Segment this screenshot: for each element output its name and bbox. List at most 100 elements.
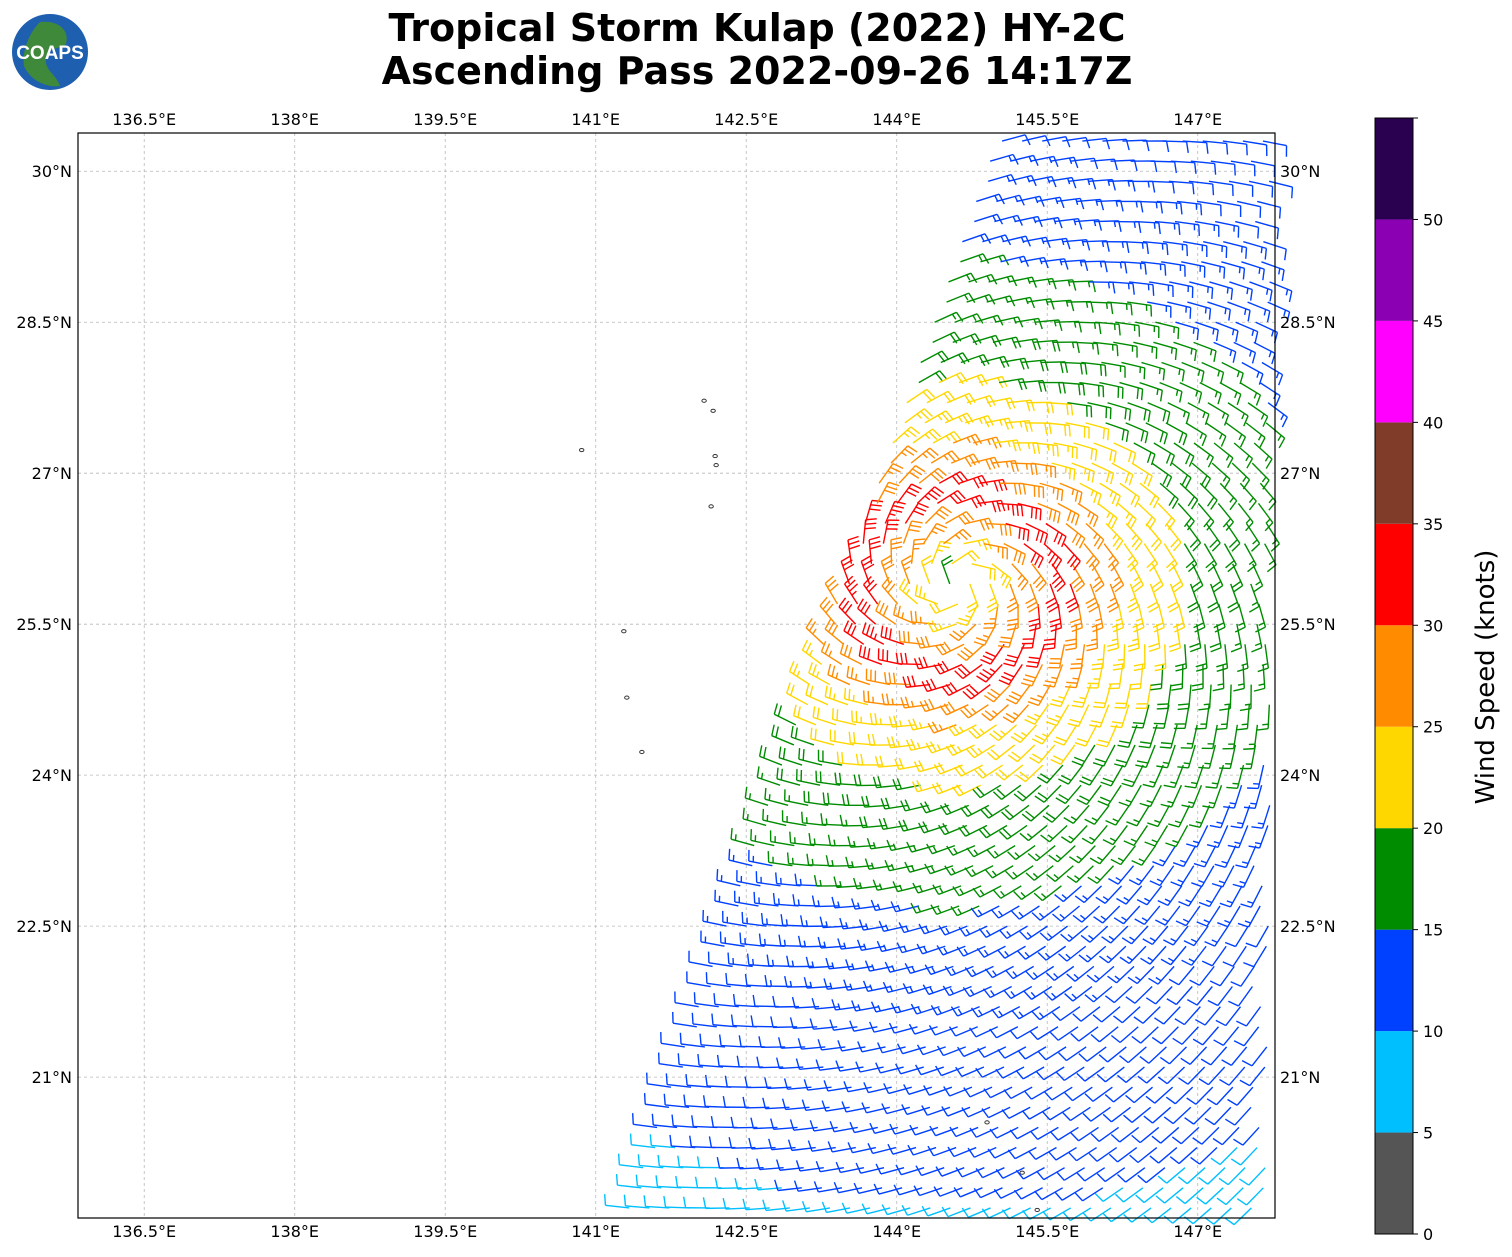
barb-shaft [922, 1046, 946, 1056]
wind-barb [989, 1126, 1019, 1139]
wind-barb [691, 1115, 718, 1129]
barb-flag [623, 1194, 627, 1206]
barb-shaft [1090, 1106, 1111, 1122]
wind-barb [975, 1167, 1005, 1179]
barb-flag [948, 1026, 957, 1037]
wind-barb [1131, 1026, 1159, 1044]
barb-flag [1184, 1117, 1195, 1125]
barb-flag [1082, 1112, 1092, 1122]
barb-flag [841, 1202, 848, 1214]
barb-shaft [899, 1187, 923, 1196]
colorbar-segment [1375, 422, 1413, 524]
wind-barb [1221, 1046, 1248, 1066]
barb-flag [1149, 1155, 1159, 1164]
barb-shaft [633, 1123, 658, 1129]
barb-shaft [1174, 1086, 1194, 1105]
barb-flag [671, 1114, 674, 1126]
barb-shaft [1084, 1167, 1106, 1182]
colorbar-segment [1375, 1132, 1413, 1234]
wind-barb [1027, 1146, 1057, 1160]
barb-flag [873, 1183, 880, 1195]
wind-barb [1034, 1187, 1064, 1201]
barb-flag [665, 1073, 668, 1085]
wind-barb [1230, 1147, 1258, 1166]
barb-shaft [929, 1086, 953, 1096]
barb-shaft [1222, 664, 1225, 689]
wind-barb [1082, 1106, 1111, 1122]
barb-flag [716, 1054, 720, 1067]
barb-flag [1131, 1035, 1142, 1044]
barb-flag [691, 1115, 694, 1127]
barb-flag [916, 1044, 924, 1055]
wind-barb [993, 1187, 1023, 1199]
barb-shaft [1072, 1086, 1093, 1102]
wind-barb [637, 1154, 664, 1169]
barb-flag [705, 1074, 708, 1087]
barb-shaft [679, 1063, 704, 1068]
wind-barb [895, 1164, 925, 1176]
barb-flag [853, 1182, 860, 1194]
wind-barb [1015, 1066, 1045, 1080]
barb-flag [1015, 1069, 1024, 1080]
barb-shaft [1023, 1167, 1045, 1180]
barb-flag [843, 687, 847, 700]
barb-flag [1088, 1152, 1098, 1162]
barb-flag [1070, 667, 1082, 670]
barb-flag [903, 1084, 910, 1095]
barb-shaft [1243, 1026, 1260, 1047]
barb-shaft [1113, 1086, 1133, 1103]
barb-half-flag [748, 793, 752, 800]
wind-barb [1035, 1066, 1065, 1081]
barb-flag [1157, 703, 1169, 706]
wind-barb [829, 1019, 858, 1031]
wind-barb [1056, 1167, 1086, 1181]
wind-barb [795, 1160, 824, 1172]
barb-shaft [1163, 1006, 1181, 1025]
barb-flag [1039, 509, 1042, 521]
wind-barb [1009, 1126, 1039, 1140]
barb-flag [1243, 747, 1255, 750]
barb-shaft [1168, 1046, 1187, 1065]
barb-flag [1194, 727, 1206, 730]
barb-half-flag [1275, 372, 1280, 379]
barb-flag [1172, 1037, 1183, 1045]
barb-flag [801, 811, 804, 823]
wind-barb [1031, 1006, 1061, 1021]
barb-shaft [1152, 1106, 1172, 1124]
wind-barb [837, 1040, 866, 1052]
wind-barb [948, 1026, 978, 1037]
barb-shaft [900, 1066, 924, 1075]
wind-barb [716, 1054, 744, 1068]
wind-barb [603, 1194, 630, 1209]
barb-flag [1034, 1190, 1043, 1201]
wind-barb [969, 1126, 999, 1138]
barb-flag [764, 1077, 769, 1089]
barb-flag [1159, 1056, 1170, 1065]
barb-flag [1198, 766, 1210, 769]
wind-barb [674, 991, 699, 1008]
barb-flag [722, 1197, 727, 1210]
barb-shaft [961, 1167, 985, 1178]
barb-flag [798, 747, 801, 760]
barb-flag [711, 1013, 714, 1025]
barb-flag [1052, 444, 1055, 457]
barb-flag [1211, 287, 1214, 299]
barb-shaft [647, 1083, 672, 1088]
wind-barb [981, 1106, 1011, 1119]
wind-barb [955, 1066, 985, 1078]
barb-flag [1119, 1055, 1129, 1064]
barb-shaft [967, 1106, 991, 1118]
wind-barb [1224, 1106, 1252, 1126]
barb-flag [1070, 1132, 1080, 1142]
colorbar-tick-label: 40 [1423, 413, 1443, 432]
barb-half-flag [1238, 267, 1241, 274]
barb-flag [963, 1087, 971, 1098]
barb-shaft [1207, 1167, 1226, 1185]
barb-flag [1145, 1095, 1156, 1104]
map-plot: 136.5°E136.5°E138°E138°E139.5°E139.5°E14… [16, 110, 1335, 1241]
wind-barb [815, 1059, 844, 1071]
barb-flag [989, 1028, 998, 1039]
barb-flag [981, 1208, 990, 1219]
barb-shaft [685, 1104, 710, 1108]
